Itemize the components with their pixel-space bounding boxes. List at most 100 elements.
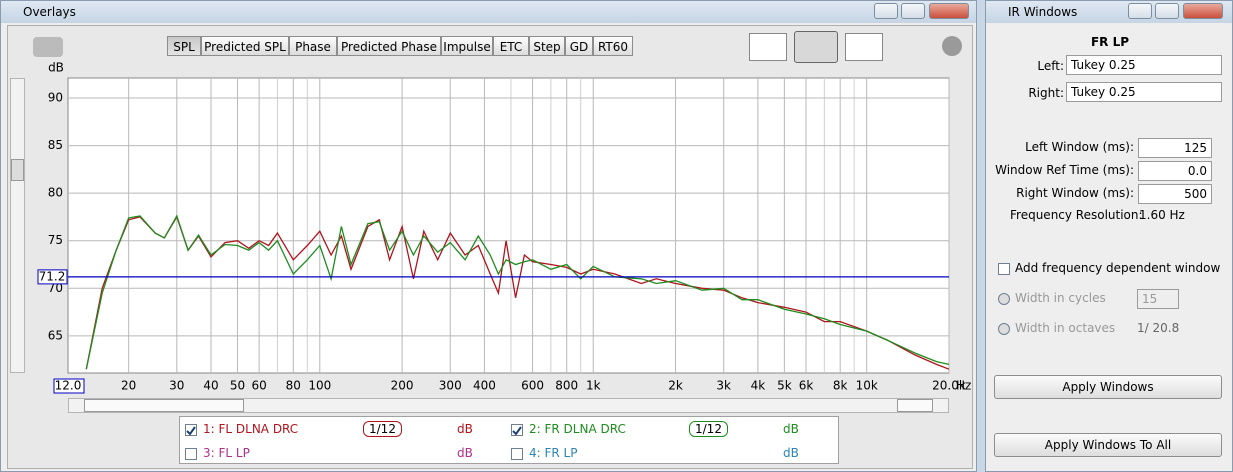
checkbox[interactable] [185, 424, 197, 436]
settings-icon[interactable] [942, 36, 962, 56]
button-label: Apply Windows To All [1044, 438, 1172, 452]
right-window-select[interactable]: Tukey 0.25 [1066, 82, 1222, 102]
radio[interactable] [998, 293, 1010, 305]
view-icon[interactable] [845, 33, 883, 61]
field-value: 15 [1142, 292, 1158, 306]
view-icon[interactable] [749, 33, 787, 61]
y-tick-label: 90 [48, 90, 63, 104]
legend: 1: FL DLNA DRC 1/12 dB 2: FR DLNA DRC 1/12 dB… [179, 416, 839, 464]
select-value: Tukey 0.25 [1071, 58, 1136, 72]
x-tick-label: 8k [833, 379, 848, 393]
x-start-box [53, 378, 85, 394]
overlays-window: Overlays SPL Predicted SPL Phase Predicted … [0, 0, 977, 472]
ir-windows: IR Windows FR LP Left: Tukey 0.25 Right:… [985, 0, 1233, 472]
maximize-button[interactable] [1155, 3, 1179, 19]
trace-unit: dB [457, 422, 473, 436]
x-tick-label: 6k [799, 379, 814, 393]
left-label: Left: [1037, 59, 1064, 73]
x-tick-label: 2k [668, 379, 683, 393]
close-button[interactable] [929, 3, 969, 19]
x-tick-label: 600 [521, 379, 544, 393]
series-line [85, 215, 949, 370]
y-tick-label: 75 [48, 233, 63, 247]
tab[interactable]: SPL [167, 36, 201, 56]
fdw-label: Add frequency dependent window [1015, 261, 1221, 275]
button-label: Apply Windows [1062, 380, 1154, 394]
cycles-field[interactable]: 15 [1137, 289, 1179, 309]
right-label: Right: [1028, 86, 1064, 100]
smoothing[interactable]: 1/12 [363, 421, 402, 437]
select-value: Tukey 0.25 [1071, 85, 1136, 99]
tab[interactable]: Phase [289, 36, 337, 56]
tab[interactable]: GD [565, 36, 593, 56]
x-start-label: 12.0 [55, 379, 82, 393]
x-tick-label: 40 [203, 379, 218, 393]
chart: 20 30 40 50 60 80 100 200 300 400 600 800 1k 2k 3k 4k 5k… [37, 61, 971, 394]
left-window-select[interactable]: Tukey 0.25 [1066, 55, 1222, 75]
plot-area [67, 77, 950, 374]
x-tick-label: 20.0k [932, 379, 966, 393]
scroll-thumb[interactable] [84, 399, 244, 412]
horizontal-scrollbar[interactable] [68, 398, 949, 413]
trace-name: 4: FR LP [529, 446, 578, 460]
checkbox[interactable] [511, 424, 523, 436]
trace-name: 3: FL LP [203, 446, 250, 460]
check-mark [512, 426, 522, 436]
x-tick-label: 30 [169, 379, 184, 393]
y-tick-label: 80 [48, 186, 63, 200]
trace-unit: dB [783, 422, 799, 436]
x-tick-label: 100 [308, 379, 331, 393]
scroll-thumb[interactable] [897, 399, 933, 412]
checkbox[interactable] [511, 448, 523, 460]
vertical-scrollbar[interactable] [10, 78, 25, 373]
cursor-box [37, 269, 68, 285]
field-label: Right Window (ms): [1016, 186, 1134, 200]
trace-unit: dB [457, 446, 473, 460]
x-tick-label: 80 [286, 379, 301, 393]
number-field[interactable]: 0.0 [1138, 161, 1212, 181]
tab[interactable]: Predicted Phase [337, 36, 441, 56]
tab[interactable]: ETC [493, 36, 529, 56]
x-unit: Hz [956, 379, 971, 393]
octaves-label: Width in octaves [1015, 321, 1116, 335]
view-icon[interactable] [794, 31, 838, 63]
x-tick-label: 20 [121, 379, 136, 393]
smoothing[interactable]: 1/12 [689, 421, 728, 437]
minimize-button[interactable] [1128, 3, 1152, 19]
radio[interactable] [998, 323, 1010, 335]
x-tick-label: 50 [230, 379, 245, 393]
checkbox[interactable] [185, 448, 197, 460]
close-button[interactable] [1183, 3, 1223, 19]
cursor-label: 71.2 [39, 269, 66, 283]
x-tick-label: 5k [777, 379, 792, 393]
y-tick-label: 85 [48, 138, 63, 152]
octaves-value: 1/ 20.8 [1137, 321, 1180, 335]
tab[interactable]: Impulse [441, 36, 493, 56]
y-tick-label: 65 [48, 328, 63, 342]
tab[interactable]: Step [529, 36, 565, 56]
y-unit: dB [48, 61, 64, 75]
checkbox[interactable] [998, 263, 1010, 275]
apply-button[interactable]: Apply Windows [994, 375, 1222, 399]
scroll-thumb[interactable] [11, 159, 24, 181]
tab[interactable]: Predicted SPL [201, 36, 289, 56]
cycles-label: Width in cycles [1015, 291, 1106, 305]
tab[interactable]: RT60 [593, 36, 633, 56]
x-tick-label: 4k [751, 379, 766, 393]
trace-unit: dB [783, 446, 799, 460]
x-tick-label: 300 [439, 379, 462, 393]
maximize-button[interactable] [901, 3, 925, 19]
series-line [85, 214, 949, 370]
x-tick-label: 60 [251, 379, 266, 393]
field-value: 500 [1184, 187, 1207, 201]
field-label: Left Window (ms): [1025, 140, 1134, 154]
number-field[interactable]: 500 [1138, 184, 1212, 204]
apply-all-button[interactable]: Apply Windows To All [994, 433, 1222, 457]
check-mark [186, 426, 196, 436]
minimize-button[interactable] [874, 3, 898, 19]
title-bar: Overlays [1, 1, 976, 23]
number-field[interactable]: 125 [1138, 138, 1212, 158]
camera-icon[interactable] [33, 37, 63, 57]
